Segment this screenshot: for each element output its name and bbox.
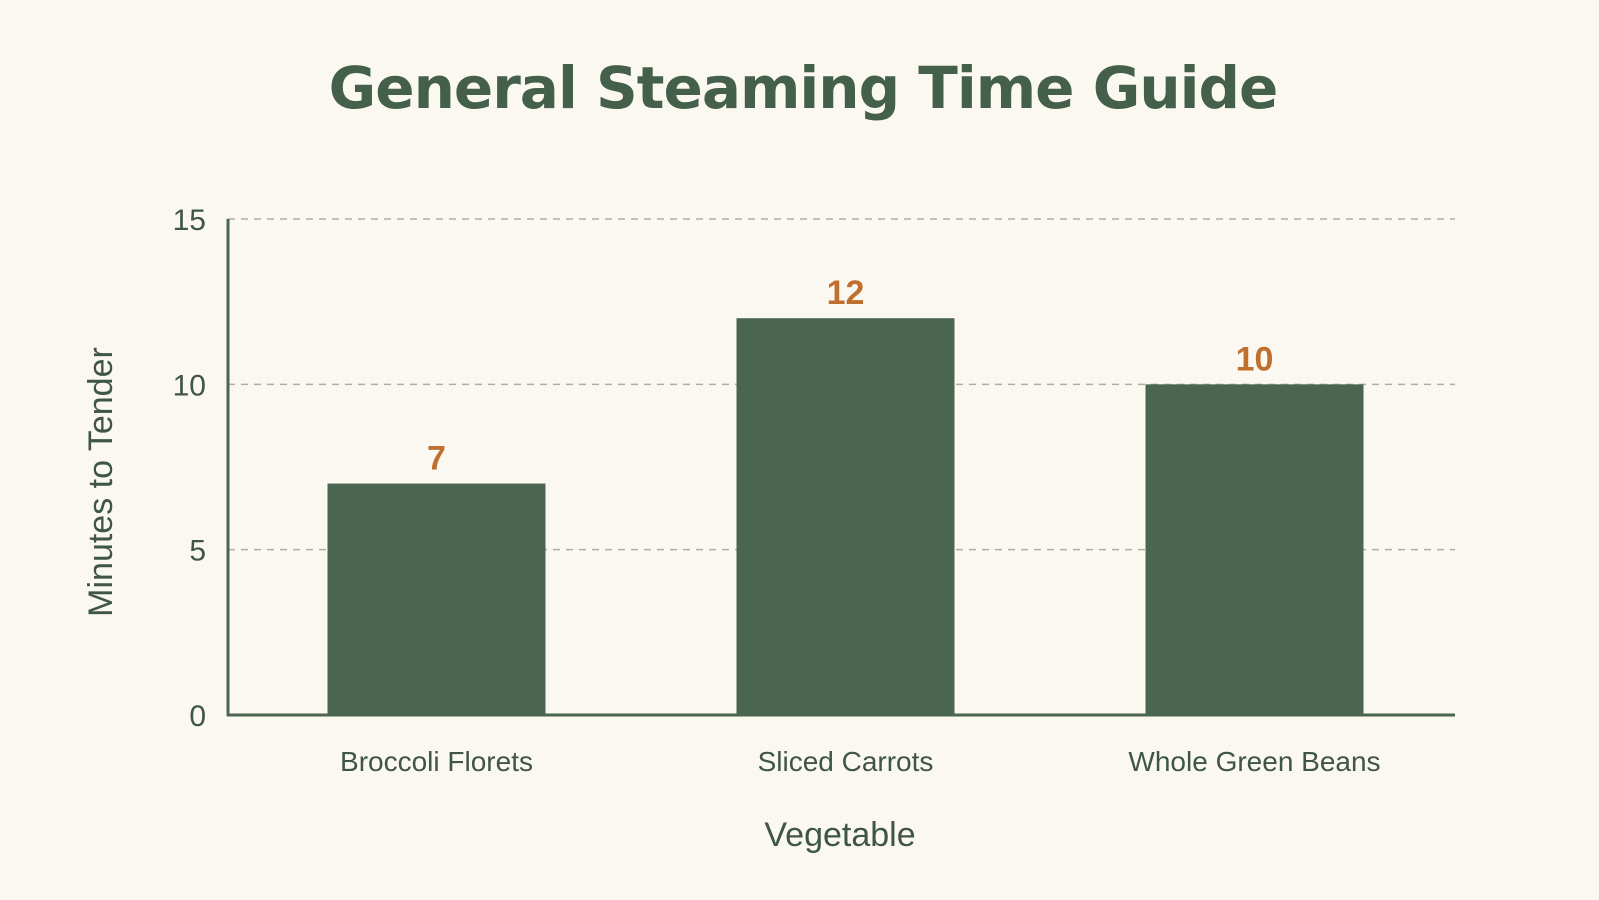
y-axis-title: Minutes to Tender xyxy=(82,347,120,617)
y-tick-labels: 0 5 10 15 xyxy=(173,204,206,733)
bar-1 xyxy=(736,318,955,715)
x-axis-title: Vegetable xyxy=(764,816,915,854)
value-label-1: 12 xyxy=(827,274,865,312)
y-tick-label-10: 10 xyxy=(173,369,206,402)
value-label-0: 7 xyxy=(427,440,446,478)
chart-title: General Steaming Time Guide xyxy=(329,54,1278,122)
bars xyxy=(327,318,1364,715)
bar-0 xyxy=(327,483,546,715)
x-tick-label-1: Sliced Carrots xyxy=(758,746,934,777)
y-tick-label-5: 5 xyxy=(189,535,206,568)
bar-2 xyxy=(1145,384,1364,715)
x-tick-label-2: Whole Green Beans xyxy=(1128,746,1380,777)
y-tick-label-0: 0 xyxy=(189,700,206,733)
y-tick-label-15: 15 xyxy=(173,204,206,237)
x-tick-labels: Broccoli Florets Sliced Carrots Whole Gree… xyxy=(340,746,1381,777)
value-label-2: 10 xyxy=(1236,340,1274,378)
axes xyxy=(226,219,1455,717)
value-labels: 7 12 10 xyxy=(427,274,1273,477)
x-tick-label-0: Broccoli Florets xyxy=(340,746,533,777)
